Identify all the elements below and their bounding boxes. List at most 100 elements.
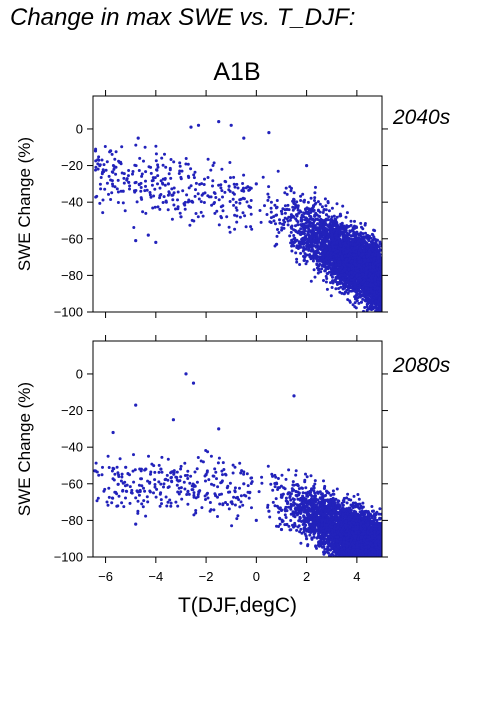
- scatter-point: [120, 145, 124, 149]
- scatter-point: [192, 176, 196, 180]
- scatter-point: [140, 172, 144, 176]
- scatter-point: [342, 279, 346, 282]
- scatter-point: [217, 223, 221, 227]
- scatter-point: [128, 184, 132, 188]
- scatter-point: [116, 190, 120, 194]
- scatter-point: [369, 287, 373, 291]
- scatter-point: [366, 265, 370, 269]
- scatter-point: [233, 503, 237, 507]
- scatter-point: [157, 480, 161, 484]
- scatter-point: [335, 280, 339, 284]
- scatter-point: [156, 174, 160, 178]
- scatter-point: [351, 248, 355, 252]
- scatter-point: [149, 470, 153, 474]
- scatter-point: [330, 215, 334, 219]
- scatter-point: [219, 186, 223, 190]
- scatter-point: [233, 213, 237, 217]
- scatter-point: [374, 299, 378, 303]
- scatter-point: [369, 289, 373, 293]
- scatter-point: [146, 233, 150, 237]
- scatter-point: [312, 205, 316, 208]
- scatter-point: [316, 200, 320, 204]
- scatter-point: [266, 192, 270, 196]
- scatter-point: [340, 291, 344, 295]
- scatter-point: [362, 255, 366, 259]
- scatter-point: [351, 228, 355, 232]
- scatter-point: [164, 165, 168, 169]
- scatter-point: [339, 273, 343, 277]
- scatter-point: [143, 489, 147, 493]
- scatter-point: [161, 163, 165, 167]
- scatter-point: [161, 177, 165, 181]
- scatter-point: [193, 194, 197, 198]
- scatter-point: [99, 176, 103, 179]
- scatter-point: [157, 470, 161, 474]
- scatter-point: [317, 255, 321, 259]
- scatter-point: [303, 258, 307, 262]
- scatter-point: [334, 263, 338, 267]
- scatter-point: [98, 201, 102, 205]
- scatter-point: [291, 243, 295, 247]
- scatter-point: [183, 200, 187, 204]
- scatter-point: [104, 168, 108, 172]
- scatter-point: [274, 213, 278, 217]
- scatter-point: [217, 120, 221, 124]
- scatter-point: [324, 245, 328, 249]
- scatter-point: [328, 247, 332, 251]
- scatter-point: [349, 242, 352, 246]
- scatter-point: [250, 227, 254, 231]
- scatter-point: [314, 201, 318, 205]
- scatter-point: [305, 164, 309, 168]
- scatter-point: [319, 270, 323, 274]
- scatter-point: [378, 307, 382, 311]
- scatter-point: [313, 196, 317, 200]
- scatter-point: [290, 224, 294, 228]
- scatter-point: [357, 233, 361, 237]
- scatter-point: [346, 249, 350, 253]
- scatter-point: [346, 291, 350, 295]
- scatter-point: [209, 195, 213, 199]
- scatter-point: [284, 186, 288, 190]
- scatter-point: [238, 198, 242, 202]
- scatter-point: [193, 170, 197, 174]
- scatter-point: [329, 251, 333, 255]
- scatter-point: [299, 227, 303, 231]
- scatter-point: [310, 233, 314, 237]
- scatter-point: [209, 168, 213, 172]
- scatter-point: [299, 251, 303, 255]
- scatter-point: [324, 228, 328, 232]
- scatter-point: [344, 225, 347, 229]
- scatter-point: [330, 264, 334, 268]
- scatter-point: [301, 236, 305, 240]
- scatter-point: [319, 226, 323, 230]
- scatter-point: [192, 219, 196, 223]
- scatter-point: [354, 246, 357, 250]
- scatter-point: [178, 164, 182, 168]
- scatter-point: [289, 241, 293, 245]
- scatter-point: [324, 258, 328, 262]
- scatter-point: [337, 257, 341, 261]
- scatter-point: [342, 237, 346, 240]
- scatter-point: [116, 178, 120, 182]
- scatter-point: [365, 270, 369, 274]
- scatter-point: [139, 181, 143, 185]
- scatter-point: [309, 242, 313, 246]
- scatter-point: [212, 191, 216, 195]
- scatter-point: [302, 227, 306, 231]
- scatter-point: [295, 214, 299, 218]
- scatter-point: [361, 227, 365, 231]
- scatter-point: [351, 303, 355, 307]
- scatter-point: [176, 504, 180, 508]
- scatter-point: [143, 189, 147, 193]
- scatter-point: [325, 277, 329, 280]
- scatter-point: [235, 208, 239, 212]
- scatter-point: [331, 272, 334, 276]
- scatter-point: [95, 194, 99, 198]
- scatter-point: [112, 167, 116, 171]
- scatter-point: [362, 241, 366, 245]
- scatter-point: [357, 251, 361, 255]
- scatter-point: [126, 174, 130, 178]
- scatter-point: [295, 257, 299, 261]
- scatter-point: [174, 207, 177, 211]
- scatter-point: [344, 248, 348, 252]
